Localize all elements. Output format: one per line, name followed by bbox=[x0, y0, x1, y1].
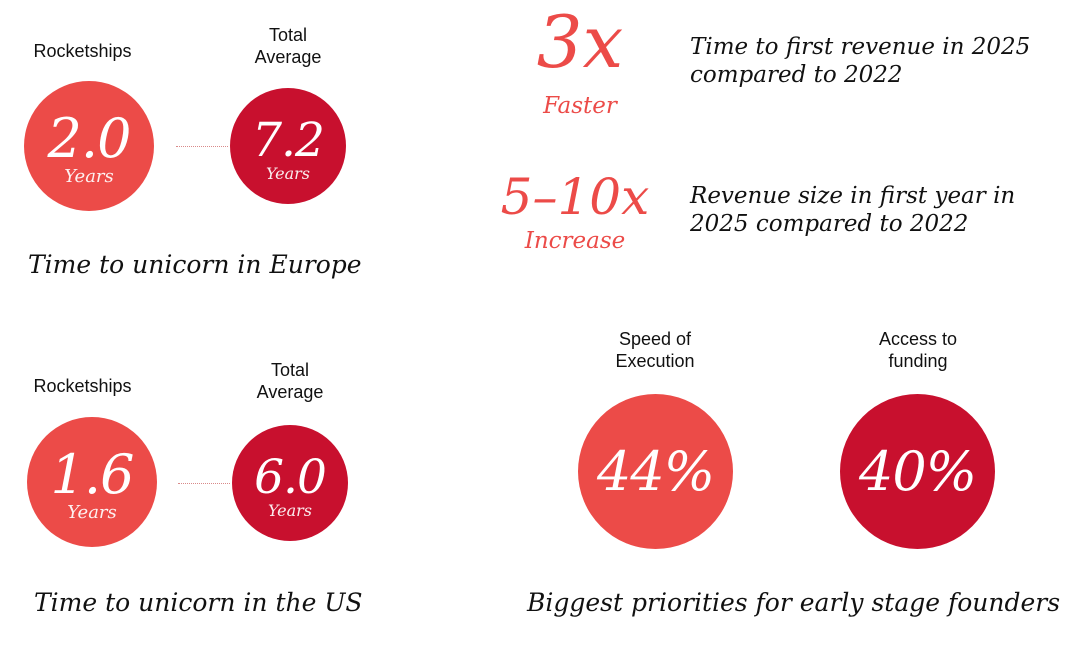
europe-total-average-value: 7.2 bbox=[252, 112, 325, 168]
us-rocketships-value: 1.6 bbox=[50, 443, 135, 506]
us-rocketships-label: Rocketships bbox=[33, 376, 132, 396]
priority-speed-label: Speed of Execution bbox=[615, 329, 695, 371]
us-total-average-label: Total Average bbox=[256, 360, 324, 402]
europe-rocketships-label: Rocketships bbox=[33, 41, 132, 61]
stat-5-10x-description: Revenue size in first year in 2025 compa… bbox=[690, 183, 1016, 237]
priority-funding-circle: 40% bbox=[840, 394, 995, 549]
europe-rocketships-unit: Years bbox=[64, 166, 114, 187]
us-caption: Time to unicorn in the US bbox=[34, 588, 363, 617]
us-total-average-unit: Years bbox=[267, 500, 313, 520]
us-connector-line bbox=[178, 483, 230, 484]
us-rocketships-circle: 1.6 Years bbox=[27, 417, 157, 547]
stat-3x-sub: Faster bbox=[543, 93, 617, 119]
us-total-average-value: 6.0 bbox=[254, 449, 327, 505]
europe-caption: Time to unicorn in Europe bbox=[28, 250, 362, 279]
stat-3x-value: 3x bbox=[536, 0, 624, 84]
stat-5-10x-sub: Increase bbox=[524, 228, 626, 254]
europe-rocketships-circle: 2.0 Years bbox=[24, 81, 154, 211]
us-total-average-circle: 6.0 Years bbox=[232, 425, 348, 541]
europe-total-average-circle: 7.2 Years bbox=[230, 88, 346, 204]
stat-3x-description: Time to first revenue in 2025 compared t… bbox=[690, 34, 1031, 88]
europe-rocketships-value: 2.0 bbox=[47, 107, 132, 170]
stat-5-10x-value: 5–10x bbox=[500, 168, 650, 226]
priority-funding-value: 40% bbox=[858, 439, 977, 503]
europe-connector-line bbox=[176, 146, 228, 147]
priority-funding-label: Access to funding bbox=[878, 329, 958, 371]
priorities-caption: Biggest priorities for early stage found… bbox=[527, 588, 1061, 617]
europe-total-average-unit: Years bbox=[265, 163, 311, 183]
us-rocketships-unit: Years bbox=[67, 502, 117, 523]
priority-speed-circle: 44% bbox=[578, 394, 733, 549]
priority-speed-value: 44% bbox=[596, 439, 715, 503]
europe-total-average-label: Total Average bbox=[254, 25, 322, 67]
